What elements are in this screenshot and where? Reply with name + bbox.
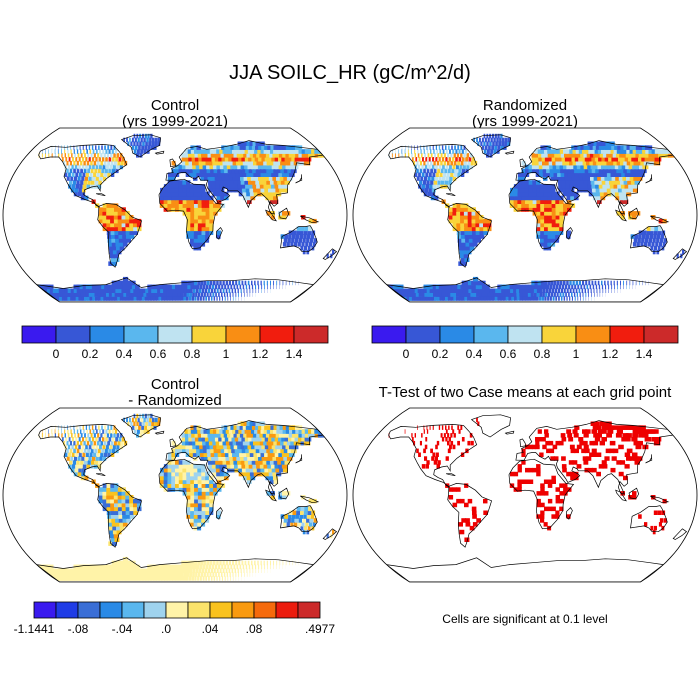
colorbar-tick-label: 0.8 (184, 347, 201, 361)
colorbar-swatch (259, 325, 295, 344)
colorbar-swatch (165, 601, 189, 619)
colorbar-tick-label: 0 (53, 347, 60, 361)
colorbar-randomized: 0 0.2 0.4 0.6 0.8 1 1.2 1.4 (371, 325, 679, 361)
colorbar-tick-label: .0 (161, 622, 171, 636)
colorbar-swatch (55, 601, 79, 619)
colorbar-swatch (297, 601, 321, 619)
map-panel-control (2, 127, 348, 303)
colorbar-tick-label: 1.2 (252, 347, 269, 361)
figure-title: JJA SOILC_HR (gC/m^2/d) (229, 62, 471, 84)
panel-title-randomized: Randomized (yrs 1999-2021) (410, 98, 640, 130)
colorbar-swatch (293, 325, 329, 344)
colorbar-swatch (643, 325, 679, 344)
colorbar-tick-label: .4977 (305, 622, 335, 636)
colorbar-swatch (209, 601, 233, 619)
colorbar-tick-label: .08 (246, 622, 263, 636)
coastlines (36, 134, 338, 302)
colorbar-swatch (21, 325, 57, 344)
colorbar-tick-label: .04 (202, 622, 219, 636)
colorbar-swatch (143, 601, 167, 619)
panel-title-line1: T-Test of two Case means at each grid po… (378, 384, 672, 401)
colorbar-tick-label: 0.2 (82, 347, 99, 361)
colorbar-swatch (371, 325, 407, 344)
colorbar-swatch (575, 325, 611, 344)
colorbar-swatch (123, 325, 159, 344)
colorbar-swatch (77, 601, 101, 619)
colorbar-swatch (609, 325, 645, 344)
colorbar-tick-label: 0.4 (116, 347, 133, 361)
colorbar-swatch (33, 601, 57, 619)
coastlines (386, 134, 688, 302)
colorbar-swatch (121, 601, 145, 619)
panel-title-line2: (yrs 1999-2021) (472, 113, 578, 130)
map-panel-ttest (352, 407, 698, 583)
colorbar-swatch (405, 325, 441, 344)
panel-title-difference: Control - Randomized (60, 377, 290, 409)
map-panel-difference (2, 407, 348, 583)
map-panel-randomized (352, 127, 698, 303)
coastlines (386, 414, 688, 582)
colorbar-tick-label: 1.2 (602, 347, 619, 361)
colorbar-tick-label: 0 (403, 347, 410, 361)
map-border (2, 407, 348, 583)
colorbar-tick-label: -.08 (68, 622, 89, 636)
colorbar-tick-label: 1 (223, 347, 230, 361)
colorbar-swatch (187, 601, 211, 619)
colorbar-swatch (55, 325, 91, 344)
colorbar-tick-label: 0.8 (534, 347, 551, 361)
grid-cells (388, 417, 667, 542)
colorbar-swatch (231, 601, 255, 619)
colorbar-tick-label: 1.4 (286, 347, 303, 361)
coastlines (36, 414, 338, 582)
colorbar-tick-label: 1.4 (636, 347, 653, 361)
significance-note: Cells are significant at 0.1 level (442, 612, 608, 626)
panel-title-line2: - Randomized (128, 392, 222, 409)
panel-title-line1: Randomized (482, 97, 568, 114)
colorbar-control: 0 0.2 0.4 0.6 0.8 1 1.2 1.4 (21, 325, 329, 361)
colorbar-tick-label: 1 (573, 347, 580, 361)
colorbar-tick-label: -1.1441 (14, 622, 55, 636)
colorbar-tick-label: 0.2 (432, 347, 449, 361)
map-border (352, 127, 698, 303)
colorbar-difference: -1.1441 -.08 -.04 .0 .04 .08 .4977 (14, 601, 335, 636)
panel-title-line1: Control (150, 97, 200, 114)
colorbar-swatch (541, 325, 577, 344)
map-border (352, 407, 698, 583)
colorbar-swatch (225, 325, 261, 344)
panel-title-ttest: T-Test of two Case means at each grid po… (352, 385, 698, 401)
map-border (2, 127, 348, 303)
colorbar-swatch (99, 601, 123, 619)
colorbar-swatch (191, 325, 227, 344)
colorbar-swatch (275, 601, 299, 619)
colorbar-tick-label: 0.6 (500, 347, 517, 361)
panel-title-line1: Control (150, 376, 200, 393)
colorbar-tick-label: 0.6 (150, 347, 167, 361)
panel-title-control: Control (yrs 1999-2021) (60, 98, 290, 130)
colorbar-tick-label: 0.4 (466, 347, 483, 361)
panel-title-line2: (yrs 1999-2021) (122, 113, 228, 130)
grid-cells (36, 413, 335, 581)
colorbar-tick-label: -.04 (112, 622, 133, 636)
colorbar-swatch (473, 325, 509, 344)
colorbar-swatch (439, 325, 475, 344)
colorbar-swatch (253, 601, 277, 619)
colorbar-swatch (507, 325, 543, 344)
colorbar-swatch (157, 325, 193, 344)
colorbar-swatch (89, 325, 125, 344)
grid-cells (386, 133, 685, 301)
